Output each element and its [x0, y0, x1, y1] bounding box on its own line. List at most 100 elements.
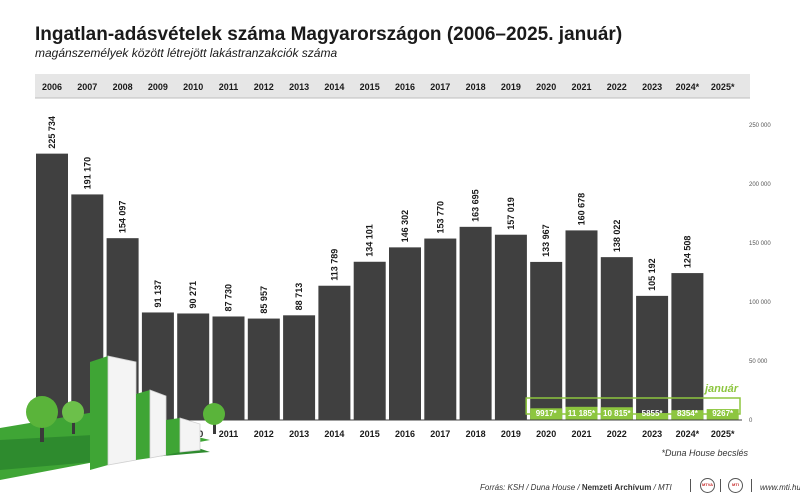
bar-value-label: 153 770 — [435, 201, 445, 234]
building-side — [166, 418, 180, 455]
bar-value-label: 146 302 — [400, 210, 410, 243]
bar — [36, 153, 68, 420]
bottom-year-label: 2018 — [466, 429, 486, 439]
bottom-year-label: 2011 — [219, 429, 239, 439]
source-prefix: Forrás: KSH / Duna House / — [480, 483, 582, 492]
bar-value-label: 91 137 — [153, 280, 163, 308]
source-line: Forrás: KSH / Duna House / Nemzeti Archí… — [480, 483, 672, 492]
bar — [212, 316, 245, 420]
building-icon — [179, 417, 201, 453]
top-year-label: 2022 — [607, 82, 627, 92]
january-bar — [600, 407, 633, 420]
january-bar — [671, 410, 704, 420]
bottom-year-label: 2020 — [536, 429, 556, 439]
bar-value-label: 138 022 — [612, 220, 622, 253]
bar-value-label: 225 734 — [47, 116, 57, 149]
building-icon — [149, 389, 167, 459]
bottom-year-label: 2017 — [430, 429, 450, 439]
january-bar — [636, 413, 669, 420]
separator — [690, 479, 691, 492]
january-value-label: 10 815* — [603, 409, 631, 418]
bar-value-label: 157 019 — [506, 197, 516, 230]
source-suffix: / MTI — [651, 483, 672, 492]
y-tick-label: 200 000 — [749, 182, 771, 188]
bar-value-label: 88 713 — [294, 283, 304, 311]
bar-value-label: 163 695 — [471, 189, 481, 222]
top-year-label: 2020 — [536, 82, 556, 92]
tree-trunk-icon — [213, 418, 216, 434]
bar — [318, 285, 351, 420]
bar-value-label: 134 101 — [365, 224, 375, 257]
bottom-year-label: 2021 — [571, 429, 591, 439]
bar — [494, 234, 527, 420]
bar-value-label: 133 967 — [541, 224, 551, 257]
january-value-label: 8354* — [677, 409, 699, 418]
bar — [353, 261, 386, 420]
january-value-label: 5855* — [642, 409, 664, 418]
top-year-label: 2012 — [254, 82, 274, 92]
y-tick-label: 250 000 — [749, 123, 771, 129]
top-year-label: 2008 — [113, 82, 133, 92]
building-side — [90, 356, 108, 470]
top-year-label: 2013 — [289, 82, 309, 92]
chart-subtitle: magánszemélyek között létrejött lakástra… — [35, 46, 338, 60]
january-value-label: 11 185* — [568, 409, 596, 418]
top-year-label: 2016 — [395, 82, 415, 92]
bottom-year-label: 2016 — [395, 429, 415, 439]
y-tick-label: 0 — [749, 418, 753, 424]
bottom-year-label: 2022 — [607, 429, 627, 439]
top-year-label: 2018 — [466, 82, 486, 92]
top-year-label: 2009 — [148, 82, 168, 92]
january-bar — [530, 408, 563, 420]
top-year-label: 2007 — [77, 82, 97, 92]
january-value-label: 9917* — [536, 409, 558, 418]
bottom-year-label: 2025* — [711, 429, 735, 439]
bar-value-label: 154 097 — [118, 201, 128, 234]
bar-value-label: 87 730 — [224, 284, 234, 312]
bar-value-label: 90 271 — [188, 281, 198, 309]
top-year-label: 2010 — [183, 82, 203, 92]
january-value-label: 9267* — [712, 409, 734, 418]
estimate-footnote: *Duna House becslés — [661, 448, 748, 458]
mtva-seal-icon: MTVA — [700, 478, 715, 493]
top-year-label: 2023 — [642, 82, 662, 92]
top-year-label: 2014 — [324, 82, 344, 92]
year-header-band — [35, 74, 750, 98]
top-year-label: 2021 — [571, 82, 591, 92]
bottom-year-label: 2013 — [289, 429, 309, 439]
y-tick-label: 50 000 — [749, 359, 768, 365]
bar — [459, 226, 492, 420]
top-year-label: 2011 — [219, 82, 239, 92]
bottom-year-label: 2024* — [676, 429, 700, 439]
bar — [247, 318, 280, 420]
mti-website: www.mti.hu — [760, 483, 800, 492]
bar — [177, 313, 210, 420]
tree-trunk-icon — [40, 418, 44, 442]
tree-trunk-icon — [72, 414, 75, 434]
y-tick-label: 150 000 — [749, 241, 771, 247]
source-archive: Nemzeti Archívum — [581, 483, 652, 492]
january-bar — [706, 409, 739, 420]
separator — [751, 479, 752, 492]
january-legend-label: január — [703, 383, 739, 395]
bar — [530, 261, 563, 420]
bar-value-label: 85 957 — [259, 286, 269, 314]
chart-title: Ingatlan-adásvételek száma Magyarországo… — [35, 24, 623, 45]
bar-value-label: 124 508 — [682, 236, 692, 269]
bottom-year-label: 2015 — [360, 429, 380, 439]
building-side — [136, 390, 150, 460]
y-tick-label: 100 000 — [749, 300, 771, 306]
tree-icon — [26, 396, 58, 428]
bottom-year-label: 2014 — [324, 429, 344, 439]
bar — [565, 230, 598, 420]
separator — [720, 479, 721, 492]
bottom-year-label: 2012 — [254, 429, 274, 439]
bar-value-label: 191 170 — [82, 157, 92, 190]
tree-icon — [62, 401, 84, 423]
january-highlight-box — [525, 397, 741, 415]
bar-value-label: 113 789 — [329, 249, 339, 281]
bar — [283, 315, 316, 420]
bar-value-label: 105 192 — [647, 258, 657, 291]
tree-icon — [203, 403, 225, 425]
bar — [600, 257, 633, 420]
